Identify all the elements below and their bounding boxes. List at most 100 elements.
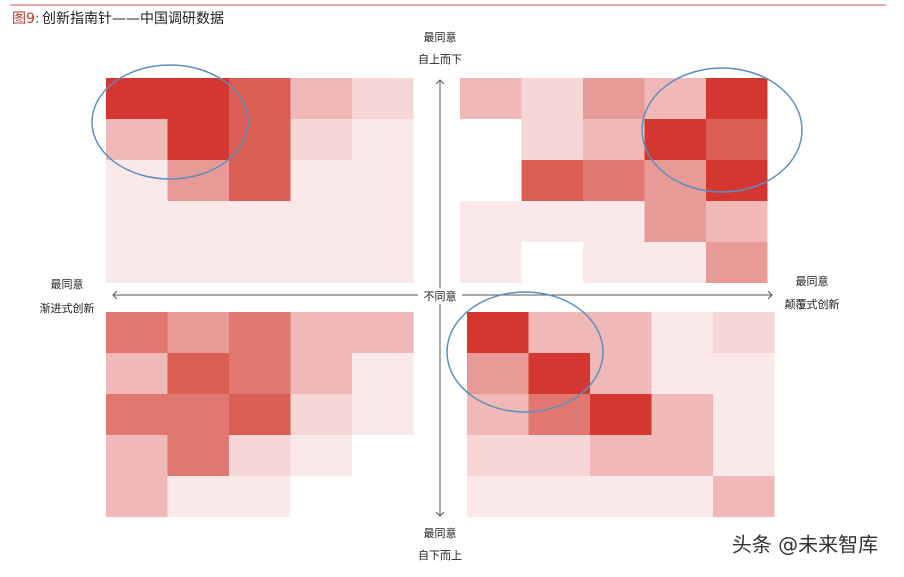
heat-cell <box>106 353 168 394</box>
top-label: 最同意 <box>424 30 457 44</box>
heat-cell <box>106 394 168 435</box>
heat-cell <box>590 476 652 517</box>
heat-cell <box>290 394 352 435</box>
heat-cell <box>106 78 168 119</box>
heat-cell <box>290 312 352 353</box>
heat-cell <box>290 242 352 283</box>
heat-cell <box>644 242 706 283</box>
heat-cell <box>644 201 706 242</box>
figure-title: 创新指南针——中国调研数据 <box>42 11 224 27</box>
right-name: 颠覆式创新 <box>785 297 840 311</box>
heat-cell <box>460 78 522 119</box>
heat-cell <box>706 242 768 283</box>
heat-cell <box>106 312 168 353</box>
heat-cell <box>290 119 352 160</box>
heat-cell <box>229 119 291 160</box>
heat-cell <box>290 160 352 201</box>
heat-cell <box>590 435 652 476</box>
heat-cell <box>290 78 352 119</box>
heat-cell <box>651 312 713 353</box>
heat-cell <box>521 160 583 201</box>
heat-cell <box>106 476 168 517</box>
heat-cell <box>467 353 529 394</box>
figure-label: 图9: <box>12 11 40 27</box>
heat-cell <box>644 119 706 160</box>
heat-cell <box>167 242 229 283</box>
right-label: 最同意 <box>796 274 829 288</box>
heat-cell <box>352 78 414 119</box>
heat-cell <box>290 353 352 394</box>
heat-cell <box>229 394 291 435</box>
heat-cell <box>528 476 590 517</box>
heat-cell <box>229 242 291 283</box>
bottom-name: 自下而上 <box>418 549 462 562</box>
heat-cell <box>521 119 583 160</box>
heat-cell <box>706 78 768 119</box>
heat-cell <box>583 119 645 160</box>
watermark: 头条 @未来智库 <box>732 533 878 557</box>
heat-cell <box>229 201 291 242</box>
heat-cell <box>229 353 291 394</box>
left-label: 最同意 <box>51 277 84 291</box>
heat-cell <box>713 435 775 476</box>
heat-cell <box>651 394 713 435</box>
heat-cell <box>229 476 291 517</box>
heat-cell <box>106 242 168 283</box>
top-name: 自上而下 <box>418 53 462 66</box>
heat-cell <box>528 312 590 353</box>
heat-cell <box>706 201 768 242</box>
heat-cell <box>352 312 414 353</box>
heat-cell <box>467 476 529 517</box>
heat-cell <box>521 78 583 119</box>
heat-cell <box>460 242 522 283</box>
heat-cell <box>106 435 168 476</box>
heat-cell <box>167 78 229 119</box>
heat-cell <box>590 353 652 394</box>
heat-cell <box>167 119 229 160</box>
heatmaps <box>106 78 775 517</box>
heat-cell <box>229 435 291 476</box>
highlight-ellipse <box>91 64 249 180</box>
heat-cell <box>651 435 713 476</box>
heat-cell <box>713 353 775 394</box>
heat-cell <box>167 201 229 242</box>
heat-cell <box>706 160 768 201</box>
heat-cell <box>229 160 291 201</box>
heat-cell <box>106 201 168 242</box>
heat-cell <box>583 160 645 201</box>
heat-cell <box>167 312 229 353</box>
heat-cell <box>352 394 414 435</box>
heat-cell <box>590 312 652 353</box>
heat-cell <box>167 353 229 394</box>
heat-cell <box>651 476 713 517</box>
heat-cell <box>467 312 529 353</box>
heat-cell <box>583 201 645 242</box>
heat-cell <box>106 119 168 160</box>
heat-cell <box>583 242 645 283</box>
bottom-label: 最同意 <box>424 526 457 540</box>
heat-cell <box>713 394 775 435</box>
heat-cell <box>167 476 229 517</box>
heat-cell <box>528 435 590 476</box>
heat-cell <box>229 312 291 353</box>
heat-cell <box>590 394 652 435</box>
heat-cell <box>467 394 529 435</box>
heat-cell <box>352 119 414 160</box>
heat-cell <box>290 435 352 476</box>
highlight-ellipse <box>446 291 604 413</box>
heat-cell <box>713 476 775 517</box>
heat-cell <box>583 78 645 119</box>
heat-cell <box>106 160 168 201</box>
heat-cell <box>713 312 775 353</box>
heat-cell <box>528 394 590 435</box>
heat-cell <box>167 394 229 435</box>
center-bg <box>418 288 462 304</box>
heat-cell <box>467 435 529 476</box>
center-label: 不同意 <box>424 289 457 303</box>
heat-cell <box>460 201 522 242</box>
heat-cell <box>706 119 768 160</box>
heat-cell <box>352 201 414 242</box>
heat-cell <box>352 160 414 201</box>
